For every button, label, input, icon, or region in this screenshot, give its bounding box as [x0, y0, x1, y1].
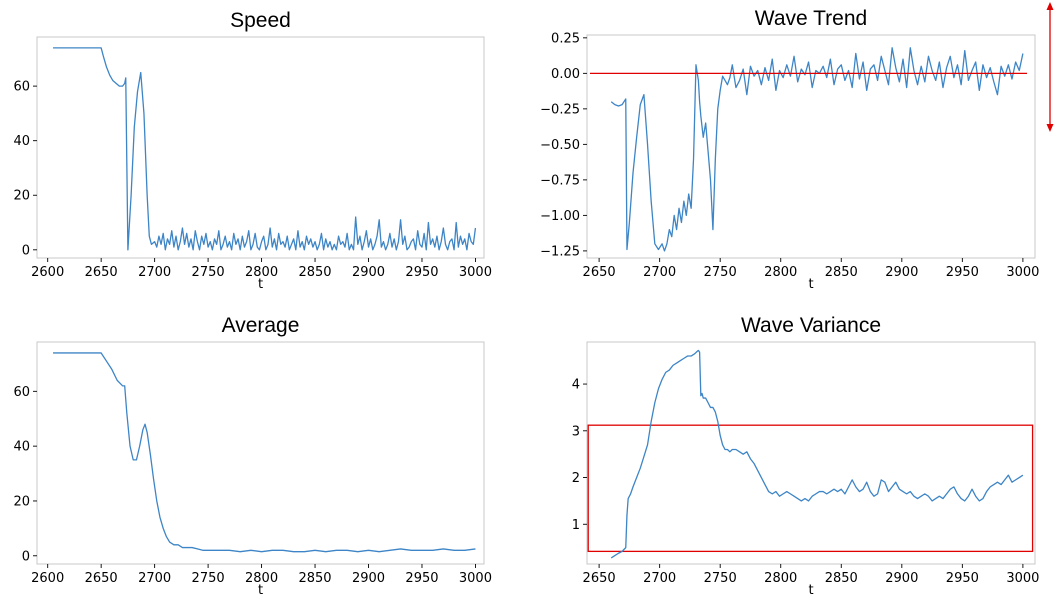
- x-axis-label: t: [258, 277, 263, 292]
- x-tick-label: 2700: [138, 265, 171, 280]
- x-tick-label: 2600: [31, 265, 64, 280]
- x-tick-label: 2650: [85, 265, 118, 280]
- x-tick-label: 2800: [245, 265, 278, 280]
- x-tick-label: 2700: [138, 571, 171, 586]
- y-tick-label: 20: [13, 189, 30, 204]
- y-tick-label: 0.00: [551, 67, 580, 82]
- y-tick-label: 40: [13, 134, 30, 149]
- x-tick-label: 2650: [583, 571, 616, 586]
- x-tick-label: 2900: [352, 571, 385, 586]
- chart-title: Wave Trend: [755, 7, 867, 30]
- x-tick-label: 2700: [643, 265, 676, 280]
- x-tick-label: 3000: [459, 265, 492, 280]
- y-tick-label: 60: [13, 80, 30, 95]
- x-axis-label: t: [808, 277, 813, 292]
- x-tick-label: 2700: [643, 571, 676, 586]
- highlight-box: [587, 424, 1034, 553]
- x-tick-label: 2950: [405, 265, 438, 280]
- y-tick-label: −1.25: [540, 244, 580, 259]
- x-tick-label: 2800: [245, 571, 278, 586]
- y-tick-label: −0.25: [540, 102, 580, 117]
- y-tick-label: 4: [572, 378, 580, 393]
- x-tick-label: 2800: [764, 265, 797, 280]
- average-panel: Average 2600 2650 2700 2750 2800 2850 2900 2950 3…: [13, 314, 492, 596]
- series-line: [610, 47, 1024, 252]
- x-tick-label: 2750: [192, 265, 225, 280]
- x-tick-label: 2900: [885, 265, 918, 280]
- y-tick-label: 0: [22, 243, 30, 258]
- x-tick-label: 2850: [298, 571, 331, 586]
- chart-title: Average: [222, 314, 300, 337]
- x-tick-label: 2950: [946, 571, 979, 586]
- y-tick-label: 2: [572, 471, 580, 486]
- plot-frame: [586, 341, 1036, 565]
- series-line: [53, 352, 476, 553]
- x-tick-label: 2950: [405, 571, 438, 586]
- series-line: [53, 47, 477, 251]
- wave-variance-panel: Wave Variance 2650 2700 2750 2800 2850 2900 295…: [572, 314, 1040, 596]
- series-line: [610, 349, 1024, 559]
- y-tick-label: 3: [572, 424, 580, 439]
- x-tick-label: 3000: [1006, 265, 1039, 280]
- x-tick-label: 2900: [885, 571, 918, 586]
- chart-title: Wave Variance: [741, 314, 881, 337]
- x-tick-label: 2800: [764, 571, 797, 586]
- y-tick-label: 0.25: [551, 31, 580, 46]
- x-axis-label: t: [808, 583, 813, 596]
- x-axis-label: t: [258, 583, 263, 596]
- y-tick-label: −0.50: [540, 138, 580, 153]
- arrow-head-up: [1046, 2, 1054, 10]
- y-tick-label: 0: [22, 549, 30, 564]
- wave-trend-panel: Wave Trend 2650 2700 2750 2800 2850 2900 2950 30…: [540, 7, 1039, 292]
- x-tick-label: 2850: [298, 265, 331, 280]
- x-tick-label: 2650: [583, 265, 616, 280]
- x-tick-label: 2950: [946, 265, 979, 280]
- x-tick-label: 2850: [825, 571, 858, 586]
- y-tick-label: 60: [13, 385, 30, 400]
- plot-frame: [586, 34, 1036, 259]
- y-tick-label: 1: [572, 518, 580, 533]
- y-tick-label: −1.00: [540, 209, 580, 224]
- x-tick-label: 3000: [459, 571, 492, 586]
- x-tick-label: 2750: [192, 571, 225, 586]
- x-tick-label: 2600: [31, 571, 64, 586]
- plot-frame: [36, 36, 485, 259]
- x-tick-label: 2650: [85, 571, 118, 586]
- vertical-range-arrow: [1046, 2, 1054, 132]
- plot-frame: [36, 341, 485, 565]
- x-tick-label: 2750: [704, 265, 737, 280]
- arrow-head-down: [1046, 124, 1054, 132]
- x-tick-label: 2900: [352, 265, 385, 280]
- speed-panel: Speed 2600 2650 2700 2750 2800 2850 2900 2950 300…: [13, 9, 492, 292]
- y-tick-label: 40: [13, 440, 30, 455]
- x-tick-label: 2850: [825, 265, 858, 280]
- y-tick-label: −0.75: [540, 173, 580, 188]
- chart-title: Speed: [230, 9, 291, 32]
- x-tick-label: 2750: [704, 571, 737, 586]
- y-tick-label: 20: [13, 494, 30, 509]
- x-tick-label: 3000: [1006, 571, 1039, 586]
